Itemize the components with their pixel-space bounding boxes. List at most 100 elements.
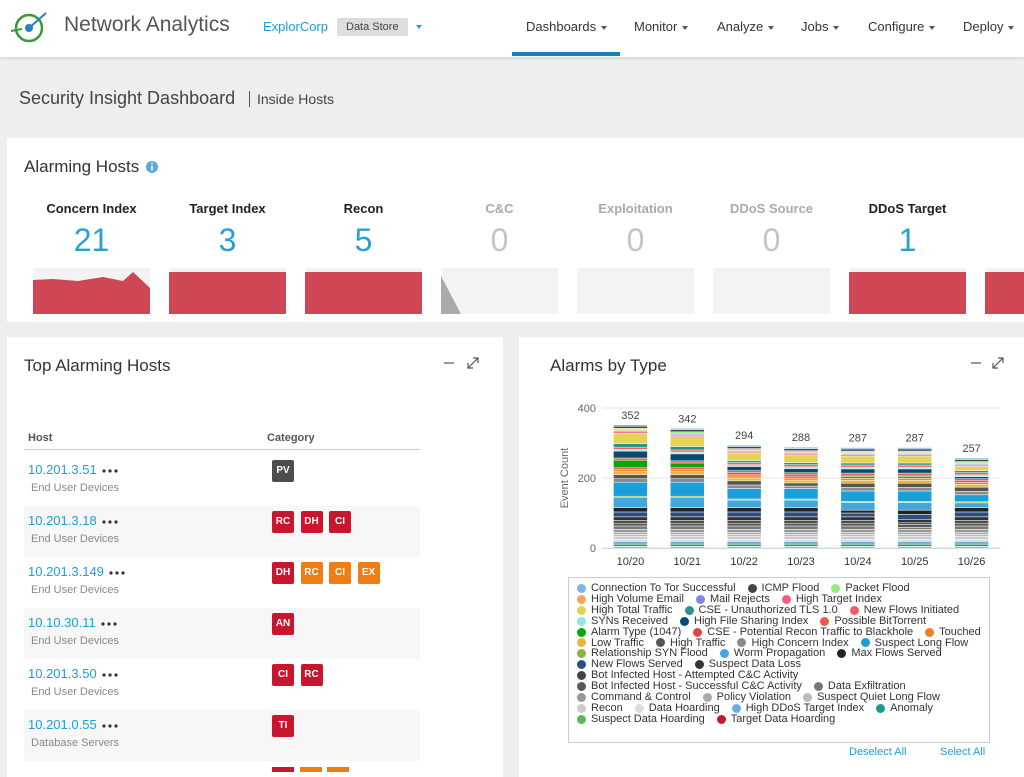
legend-item[interactable]: Worm Propagation [719,647,826,660]
legend-item[interactable]: High Target Index [781,593,882,605]
host-link[interactable]: 10.201.3.50 [28,666,97,681]
more-icon[interactable] [102,519,120,525]
more-icon[interactable] [102,723,120,729]
legend-item[interactable]: Mail Rejects [695,592,770,605]
nav-item[interactable]: Jobs [801,19,840,34]
tenant[interactable]: ExplorCorp [263,19,329,34]
legend-item[interactable]: CSE - Potential Recon Traffic to Blackho… [693,625,914,638]
legend-label[interactable]: High Concern Index [751,636,849,649]
legend-label[interactable]: Data Hoarding [648,701,720,714]
legend-item[interactable]: Suspect Long Flow [860,636,969,649]
info-icon[interactable] [145,160,159,174]
legend-item[interactable]: Suspect Data Loss [694,658,802,671]
caret[interactable] [768,25,775,30]
legend-label[interactable]: Suspect Data Hoarding [591,712,705,725]
legend-item[interactable]: Policy Violation [702,691,792,704]
legend-label[interactable]: Worm Propagation [733,647,826,660]
legend-label[interactable]: High Traffic [670,636,726,649]
host-link[interactable]: 10.201.3.149 [28,564,104,579]
legend-label[interactable]: Max Flows Served [851,647,942,660]
legend-item[interactable]: Target Data Hoarding [716,712,836,725]
legend-item[interactable]: High Traffic [656,636,726,649]
legend-item[interactable]: Data Hoarding [634,701,720,714]
legend-item[interactable]: High Volume Email [577,592,684,605]
legend-label[interactable]: High Total Traffic [591,603,673,616]
legend-label[interactable]: Connection To Tor Successful [591,582,736,594]
legend-item[interactable]: ICMP Flood [747,582,820,594]
more-icon[interactable] [101,621,119,627]
legend-item[interactable]: SYNs Received [577,614,669,627]
host-link[interactable]: 10.10.30.11 [28,615,96,630]
legend-label[interactable]: Low Traffic [591,636,644,649]
legend-item[interactable]: Max Flows Served [837,647,942,660]
legend-item[interactable]: High Total Traffic [577,603,673,616]
nav-label[interactable]: Analyze [717,19,764,34]
legend-item[interactable]: Connection To Tor Successful [577,583,736,594]
legend-label[interactable]: CSE - Potential Recon Traffic to Blackho… [707,625,914,638]
legend-item[interactable]: Suspect Data Hoarding [577,712,705,725]
nav-label[interactable]: Deploy [963,19,1004,34]
legend-label[interactable]: Packet Flood [845,582,910,594]
caret[interactable] [929,25,936,30]
legend-item[interactable]: Bot Infected Host - Successful C&C Activ… [577,681,802,692]
legend-item[interactable]: Recon [577,703,623,714]
legend-label[interactable]: Suspect Quiet Long Flow [817,691,940,704]
legend-label[interactable]: Target Data Hoarding [730,712,836,725]
legend-item[interactable]: Bot Infected Host - Attempted C&C Activi… [577,670,798,681]
nav-item[interactable]: Monitor [634,19,689,34]
legend-item[interactable]: High Concern Index [737,636,849,649]
legend-label[interactable]: ICMP Flood [761,582,820,594]
legend-label[interactable]: CSE - Unauthorized TLS 1.0 [698,603,838,616]
nav-label[interactable]: Monitor [634,19,678,34]
legend-item[interactable]: Suspect Quiet Long Flow [803,692,940,703]
more-icon[interactable] [102,672,120,678]
legend-item[interactable]: Command & Control [577,692,691,703]
legend-label[interactable]: SYNs Received [591,614,669,627]
expand-icon[interactable] [992,357,1004,369]
legend-label[interactable]: Possible BitTorrent [834,614,927,627]
legend-label[interactable]: Bot Infected Host - Successful C&C Activ… [591,680,802,693]
legend-label[interactable]: New Flows Served [591,658,683,671]
expand-icon[interactable] [467,357,479,369]
legend-label[interactable]: Anomaly [890,701,933,714]
select-all-button[interactable]: Select All [940,746,986,758]
legend-item[interactable]: Relationship SYN Flood [577,648,708,659]
nav-item[interactable]: Analyze [717,19,775,34]
host-link[interactable]: 10.201.3.51 [28,462,97,477]
host-link[interactable]: 10.201.3.18 [28,513,97,528]
nav-label[interactable]: Configure [868,19,925,34]
more-icon[interactable] [102,468,120,474]
caret[interactable] [1008,25,1015,30]
nav-item[interactable]: Configure [868,19,936,34]
legend-label[interactable]: Relationship SYN Flood [591,647,708,660]
more-icon[interactable] [109,570,127,576]
legend-item[interactable]: Alarm Type (1047) [577,625,682,638]
caret[interactable] [682,25,689,30]
legend-item[interactable]: Touched [925,625,981,638]
legend-item[interactable]: New Flows Initiated [849,604,959,616]
legend-label[interactable]: Suspect Data Loss [708,658,802,671]
legend-label[interactable]: Data Exfiltration [827,680,906,693]
legend-label[interactable]: Alarm Type (1047) [591,625,682,638]
legend-label[interactable]: Touched [939,625,981,638]
legend-item[interactable]: Anomaly [876,703,933,714]
legend-item[interactable]: Packet Flood [831,582,910,594]
legend-label[interactable]: High Volume Email [591,592,684,605]
legend-label[interactable]: Mail Rejects [709,592,770,605]
legend-label[interactable]: Recon [591,701,623,714]
legend-label[interactable]: High File Sharing Index [694,614,809,627]
legend-label[interactable]: Suspect Long Flow [874,636,969,649]
legend-label[interactable]: Policy Violation [716,691,792,704]
nav-item[interactable]: Deploy [963,19,1015,34]
legend-item[interactable]: CSE - Unauthorized TLS 1.0 [684,603,838,616]
legend-item[interactable]: Data Exfiltration [813,680,906,693]
nav-label[interactable]: Jobs [801,19,829,34]
legend-item[interactable]: Possible BitTorrent [820,614,927,627]
host-link[interactable]: 10.201.0.55 [28,717,97,732]
deselect-all-button[interactable]: Deselect All [849,746,907,758]
nav-item[interactable]: Dashboards [526,19,608,34]
legend-item[interactable]: New Flows Served [577,659,683,670]
legend-label[interactable]: High DDoS Target Index [745,701,865,714]
legend-label[interactable]: Bot Infected Host - Attempted C&C Activi… [591,669,799,682]
nav-label[interactable]: Dashboards [526,19,597,34]
